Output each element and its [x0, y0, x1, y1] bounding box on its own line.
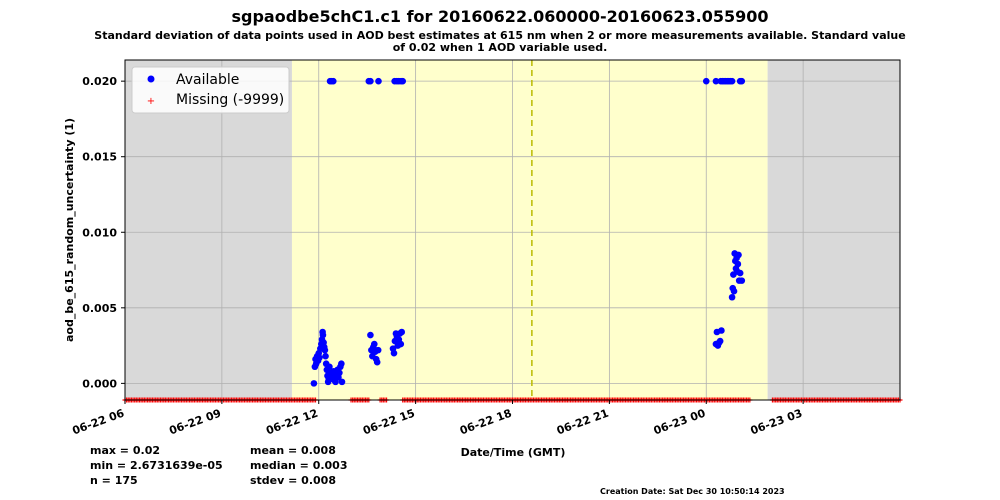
available-point: [735, 251, 742, 259]
available-point: [329, 77, 337, 85]
night-shade-after: [767, 60, 900, 400]
available-point: [399, 77, 407, 85]
y-tick-label: 0.015: [82, 151, 117, 164]
available-point: [367, 331, 374, 339]
stat-min: min = 2.6731639e-05: [90, 459, 223, 472]
available-point: [336, 369, 343, 377]
x-tick-label: 06-22 06: [71, 406, 127, 437]
available-point: [736, 269, 744, 277]
y-tick-label: 0.010: [82, 226, 117, 239]
available-points-layer: [310, 77, 746, 387]
available-point: [716, 337, 724, 345]
available-point: [398, 328, 406, 336]
legend-available-marker: [147, 75, 155, 83]
daylight-shade: [291, 60, 768, 400]
stat-max: max = 0.02: [90, 444, 160, 457]
x-tick-label: 06-22 21: [555, 407, 610, 438]
stat-n: n = 175: [90, 474, 138, 487]
stat-mean: mean = 0.008: [250, 444, 336, 457]
legend-missing-label: Missing (-9999): [176, 92, 284, 108]
creation-date: Creation Date: Sat Dec 30 10:50:14 2023: [600, 487, 785, 496]
available-point: [702, 77, 710, 85]
available-point: [375, 77, 382, 85]
stat-stdev: stdev = 0.008: [250, 474, 336, 487]
y-tick-label: 0.020: [82, 75, 117, 88]
available-point: [319, 331, 327, 339]
available-point: [728, 77, 736, 85]
available-point: [390, 349, 398, 357]
available-point: [738, 277, 746, 284]
available-point: [718, 327, 725, 334]
x-tick-label: 06-22 18: [458, 407, 513, 438]
chart-subtitle: Standard deviation of data points used i…: [94, 29, 906, 54]
available-point: [374, 346, 382, 354]
available-point: [397, 340, 405, 348]
shading-layer: [125, 60, 900, 400]
available-point: [370, 340, 378, 348]
stats-middle: mean = 0.008 median = 0.003 stdev = 0.00…: [250, 443, 348, 488]
legend-missing-marker: +: [147, 96, 155, 107]
x-tick-label: 06-23 03: [749, 407, 804, 438]
available-point: [734, 260, 742, 268]
stats-left: max = 0.02 min = 2.6731639e-05 n = 175: [90, 443, 223, 488]
available-point: [321, 346, 329, 354]
available-point: [712, 77, 720, 85]
legend-box: [131, 66, 290, 114]
available-point: [310, 380, 318, 387]
available-point: [730, 287, 738, 295]
y-tick-label: 0.000: [82, 377, 117, 390]
legend: Available + Missing (-9999): [131, 66, 290, 114]
x-axis-label: Date/Time (GMT): [461, 446, 566, 459]
available-point: [338, 378, 346, 386]
available-point: [326, 363, 333, 371]
x-tick-label: 06-23 00: [652, 406, 708, 437]
night-shade-before: [125, 60, 292, 400]
x-tick-label: 06-22 12: [264, 407, 319, 438]
available-point: [373, 358, 381, 366]
x-tick-label: 06-22 09: [167, 407, 222, 438]
available-point: [738, 77, 746, 85]
available-point: [338, 360, 345, 368]
available-point: [728, 293, 736, 301]
y-tick-label: 0.005: [82, 302, 117, 315]
chart-title: sgpaodbe5chC1.c1 for 20160622.060000-201…: [231, 7, 769, 26]
available-point: [322, 352, 329, 360]
legend-available-label: Available: [176, 72, 239, 88]
x-tick-label: 06-22 15: [361, 407, 416, 438]
available-point: [316, 354, 323, 361]
y-axis-label: aod_be_615_random_uncertainty (1): [63, 118, 76, 342]
stat-median: median = 0.003: [250, 459, 348, 472]
available-point: [367, 77, 374, 85]
